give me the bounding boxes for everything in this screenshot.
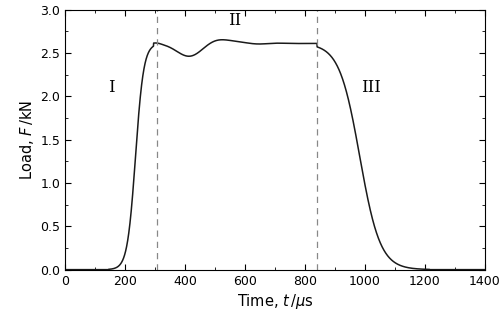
Text: III: III xyxy=(361,79,381,96)
Text: I: I xyxy=(108,79,115,96)
X-axis label: Time, $t\,/\mu$s: Time, $t\,/\mu$s xyxy=(236,292,314,311)
Y-axis label: Load, $F\,/$kN: Load, $F\,/$kN xyxy=(18,100,36,180)
Text: II: II xyxy=(228,12,241,29)
